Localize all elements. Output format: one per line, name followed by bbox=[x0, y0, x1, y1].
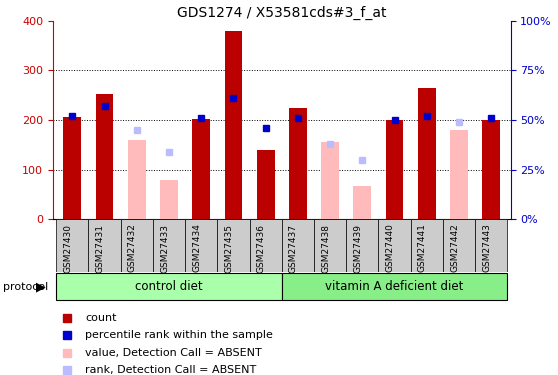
Bar bbox=[418, 88, 436, 219]
Bar bbox=[128, 140, 146, 219]
Text: GSM27443: GSM27443 bbox=[482, 224, 491, 273]
Bar bbox=[160, 180, 178, 219]
Bar bbox=[475, 219, 507, 272]
Text: GSM27433: GSM27433 bbox=[160, 224, 169, 273]
Bar bbox=[96, 94, 113, 219]
Bar bbox=[64, 117, 81, 219]
Bar bbox=[121, 219, 153, 272]
Bar bbox=[411, 219, 443, 272]
Bar bbox=[89, 219, 121, 272]
Text: GSM27439: GSM27439 bbox=[353, 224, 362, 273]
Text: GSM27430: GSM27430 bbox=[64, 224, 73, 273]
Text: control diet: control diet bbox=[135, 280, 203, 293]
Bar bbox=[56, 219, 89, 272]
Text: GSM27441: GSM27441 bbox=[418, 224, 427, 273]
Text: value, Detection Call = ABSENT: value, Detection Call = ABSENT bbox=[85, 348, 262, 358]
Title: GDS1274 / X53581cds#3_f_at: GDS1274 / X53581cds#3_f_at bbox=[177, 6, 387, 20]
Bar bbox=[282, 219, 314, 272]
Bar bbox=[346, 219, 378, 272]
Bar bbox=[218, 219, 249, 272]
Text: GSM27435: GSM27435 bbox=[224, 224, 233, 273]
Bar bbox=[386, 120, 403, 219]
Bar bbox=[289, 108, 307, 219]
Text: GSM27438: GSM27438 bbox=[321, 224, 330, 273]
Bar bbox=[378, 219, 411, 272]
Text: GSM27432: GSM27432 bbox=[128, 224, 137, 273]
Bar bbox=[321, 142, 339, 219]
Bar bbox=[185, 219, 218, 272]
Text: GSM27440: GSM27440 bbox=[386, 224, 395, 273]
Text: GSM27442: GSM27442 bbox=[450, 224, 459, 272]
Bar bbox=[56, 273, 282, 300]
Text: GSM27434: GSM27434 bbox=[193, 224, 201, 273]
Bar bbox=[193, 118, 210, 219]
Bar bbox=[257, 150, 275, 219]
Text: protocol: protocol bbox=[3, 282, 48, 292]
Bar bbox=[282, 273, 507, 300]
Text: GSM27431: GSM27431 bbox=[95, 224, 104, 273]
Bar bbox=[482, 120, 500, 219]
Text: rank, Detection Call = ABSENT: rank, Detection Call = ABSENT bbox=[85, 365, 256, 375]
Bar bbox=[443, 219, 475, 272]
Bar bbox=[450, 130, 468, 219]
Text: count: count bbox=[85, 313, 117, 323]
Text: GSM27437: GSM27437 bbox=[289, 224, 298, 273]
Bar bbox=[314, 219, 346, 272]
Text: GSM27436: GSM27436 bbox=[257, 224, 266, 273]
Text: vitamin A deficient diet: vitamin A deficient diet bbox=[325, 280, 464, 293]
Text: percentile rank within the sample: percentile rank within the sample bbox=[85, 330, 273, 340]
Bar bbox=[224, 31, 242, 219]
Bar bbox=[249, 219, 282, 272]
Bar bbox=[353, 186, 371, 219]
Bar bbox=[153, 219, 185, 272]
Text: ▶: ▶ bbox=[36, 280, 46, 293]
